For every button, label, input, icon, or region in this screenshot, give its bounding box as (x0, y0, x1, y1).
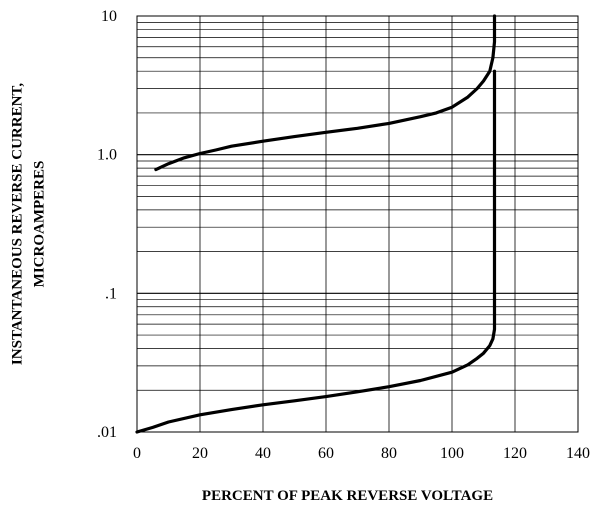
y-axis-title-line-2: MICROAMPERES (31, 161, 47, 288)
x-tick-label-0: 0 (133, 445, 141, 462)
x-tick-label-6: 120 (503, 445, 527, 462)
y-tick-label-3: 10 (101, 8, 117, 25)
x-tick-label-4: 80 (381, 445, 397, 462)
series-line-2 (135, 69, 497, 434)
y-tick-label-0: .01 (97, 424, 117, 441)
y-axis-title: INSTANTANEOUS REVERSE CURRENT, MICROAMPE… (9, 83, 47, 365)
series-line-1 (154, 14, 497, 172)
x-axis-title: PERCENT OF PEAK REVERSE VOLTAGE (202, 488, 493, 504)
grid (136, 16, 579, 433)
x-tick-labels: 0 20 40 60 80 100 120 140 (133, 445, 590, 462)
x-tick-label-7: 140 (566, 445, 590, 462)
y-tick-label-2: 1.0 (97, 147, 117, 164)
y-tick-labels: .01 .1 1.0 10 (97, 8, 117, 441)
series-layer (135, 14, 497, 434)
x-tick-label-5: 100 (440, 445, 464, 462)
x-tick-label-1: 20 (192, 445, 208, 462)
x-tick-label-2: 40 (255, 445, 271, 462)
y-tick-label-1: .1 (105, 285, 117, 302)
y-axis-title-line-1: INSTANTANEOUS REVERSE CURRENT, (9, 83, 25, 365)
x-tick-label-3: 60 (318, 445, 334, 462)
plot-frame (136, 15, 579, 433)
